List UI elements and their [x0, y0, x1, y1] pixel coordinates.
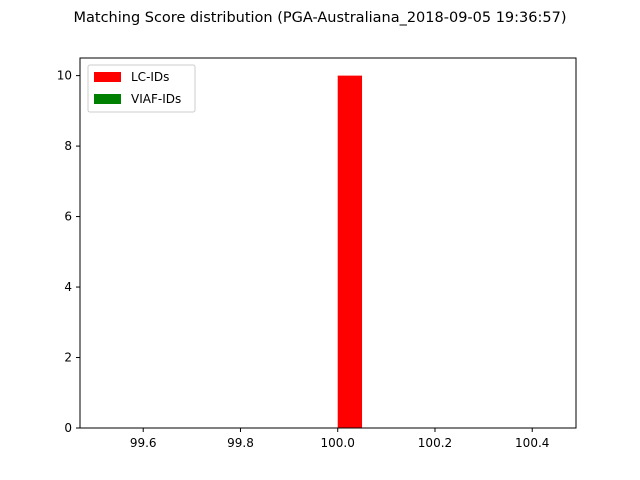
x-tick-label: 99.6 — [130, 436, 157, 450]
y-tick-label: 4 — [64, 280, 72, 294]
x-tick-label: 100.2 — [418, 436, 452, 450]
plot-frame — [79, 57, 577, 429]
bar-lc-ids-0 — [337, 75, 363, 428]
y-tick-label: 10 — [57, 69, 72, 83]
y-tick-label: 6 — [64, 210, 72, 224]
legend-swatch-viaf-ids — [94, 94, 121, 104]
legend: LC-IDs VIAF-IDs — [87, 64, 196, 113]
y-tick-label: 8 — [64, 139, 72, 153]
x-tick-label: 100.0 — [321, 436, 355, 450]
legend-label-lc-ids: LC-IDs — [131, 70, 169, 84]
legend-swatch-lc-ids — [94, 72, 121, 82]
legend-label-viaf-ids: VIAF-IDs — [131, 92, 181, 106]
y-tick-label: 2 — [64, 351, 72, 365]
plot-area — [80, 58, 576, 428]
x-tick-label: 99.8 — [227, 436, 254, 450]
x-tick-label: 100.4 — [515, 436, 549, 450]
x-axis: 99.6 99.8 100.0 100.2 100.4 — [130, 428, 549, 450]
chart-title: Matching Score distribution (PGA-Austral… — [73, 10, 566, 26]
y-tick-label: 0 — [64, 421, 72, 435]
bars-layer — [337, 75, 363, 428]
y-axis: 0 2 4 6 8 10 — [57, 69, 80, 435]
